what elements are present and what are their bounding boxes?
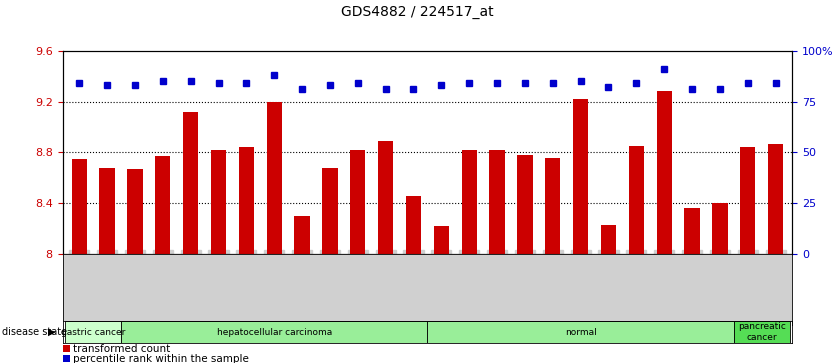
Bar [267, 102, 282, 254]
Bar [490, 150, 505, 254]
Bar [121, 321, 427, 343]
Bar [600, 225, 616, 254]
Bar [183, 112, 198, 254]
Bar [768, 144, 783, 254]
Bar [65, 321, 121, 343]
Bar [63, 355, 70, 362]
Bar [629, 146, 644, 254]
Bar [155, 156, 170, 254]
Bar [294, 216, 309, 254]
Bar [99, 168, 115, 254]
Bar [378, 141, 394, 254]
Text: normal: normal [565, 328, 596, 337]
Bar [740, 147, 756, 254]
Bar [350, 150, 365, 254]
Bar [427, 321, 734, 343]
Bar [72, 159, 87, 254]
Bar [734, 321, 790, 343]
Bar [128, 169, 143, 254]
Text: percentile rank within the sample: percentile rank within the sample [73, 354, 249, 363]
Bar [434, 226, 449, 254]
Text: transformed count: transformed count [73, 344, 170, 354]
Bar [239, 147, 254, 254]
Bar [712, 203, 727, 254]
Bar [322, 168, 338, 254]
Bar [573, 99, 588, 254]
Bar [685, 208, 700, 254]
Text: GDS4882 / 224517_at: GDS4882 / 224517_at [340, 5, 494, 20]
Bar [211, 150, 226, 254]
Text: ▶: ▶ [48, 327, 56, 337]
Text: hepatocellular carcinoma: hepatocellular carcinoma [217, 328, 332, 337]
Bar [63, 345, 70, 352]
Bar [517, 155, 533, 254]
Bar [461, 150, 477, 254]
Text: disease state: disease state [2, 327, 67, 337]
Text: gastric cancer: gastric cancer [61, 328, 125, 337]
Bar [656, 91, 672, 254]
Bar [406, 196, 421, 254]
Bar [545, 158, 560, 254]
Text: pancreatic
cancer: pancreatic cancer [738, 322, 786, 342]
